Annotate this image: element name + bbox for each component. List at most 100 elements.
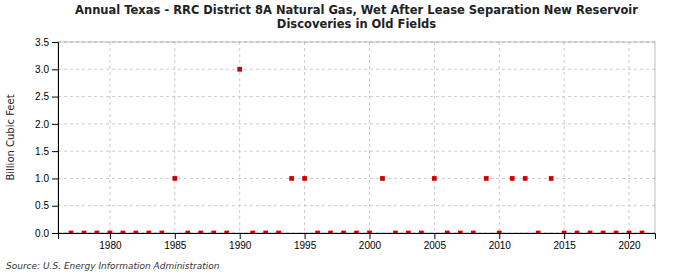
- x-axis: 198019851990199520002005201020152020: [59, 233, 656, 251]
- x-tick-mark: [240, 233, 241, 239]
- x-tick-mark: [175, 233, 176, 239]
- y-tick-mark: [52, 151, 58, 152]
- point: [445, 231, 450, 233]
- x-tick-label: 2000: [359, 240, 382, 251]
- x-tick-label: 2005: [424, 240, 447, 251]
- grid-line-x: [434, 42, 435, 233]
- y-tick-label: 3.0: [35, 64, 49, 75]
- x-tick-label: 2015: [554, 240, 577, 251]
- point: [276, 231, 281, 233]
- point: [575, 231, 580, 233]
- y-tick: 0.5: [35, 200, 58, 211]
- point: [393, 231, 398, 233]
- point: [198, 231, 203, 233]
- x-tick-label: 1995: [294, 240, 317, 251]
- point: [510, 176, 515, 181]
- point: [588, 231, 593, 233]
- x-tick-mark: [305, 233, 306, 239]
- y-tick-mark: [52, 124, 58, 125]
- points: [69, 67, 645, 233]
- point: [108, 231, 113, 233]
- y-tick: 3.0: [35, 64, 58, 75]
- point: [380, 176, 385, 181]
- y-tick-label: 2.5: [35, 91, 49, 102]
- x-tick-label: 2010: [489, 240, 512, 251]
- grid-line-x: [369, 42, 370, 233]
- point: [237, 67, 242, 72]
- grid-line-x: [499, 42, 500, 233]
- grid-line-x: [109, 42, 110, 233]
- grid-line-x: [564, 42, 565, 233]
- grid-line-y: [58, 123, 655, 124]
- x-tick-label: 1990: [229, 240, 252, 251]
- x-tick: 2000: [359, 233, 382, 251]
- x-tick-mark: [110, 233, 111, 239]
- x-tick-mark: [369, 233, 370, 239]
- point: [134, 231, 139, 233]
- x-tick-label: 1985: [164, 240, 187, 251]
- point: [82, 231, 87, 233]
- y-tick-mark: [52, 233, 58, 234]
- y-tick: 1.0: [35, 173, 58, 184]
- y-tick: 2.0: [35, 119, 58, 130]
- grid-line-y: [58, 178, 655, 179]
- point: [341, 231, 346, 233]
- point: [367, 231, 372, 233]
- point: [263, 231, 268, 233]
- x-tick: 1985: [164, 233, 187, 251]
- x-tick: 2010: [489, 233, 512, 251]
- point: [536, 231, 541, 233]
- point: [614, 231, 619, 233]
- title-line: Discoveries in Old Fields: [277, 17, 436, 31]
- point: [601, 231, 606, 233]
- y-tick: 0.0: [35, 228, 58, 239]
- point: [432, 176, 437, 181]
- y-tick-mark: [52, 69, 58, 70]
- x-tick-mark: [434, 233, 435, 239]
- point: [172, 176, 177, 181]
- point: [315, 231, 320, 233]
- x-tick: 2020: [618, 233, 641, 251]
- grid-line-y: [58, 69, 655, 70]
- x-tick: 1995: [294, 233, 317, 251]
- point: [69, 231, 74, 233]
- x-axis-line: [59, 234, 656, 240]
- point: [250, 231, 255, 233]
- point: [159, 231, 164, 233]
- chart: 1980198519901995200020052010201520200.00…: [0, 0, 675, 275]
- x-tick: 1990: [229, 233, 252, 251]
- grid: [58, 42, 655, 233]
- point: [185, 231, 190, 233]
- point: [562, 231, 567, 233]
- x-tick-mark: [564, 233, 565, 239]
- title: Annual Texas - RRC District 8A Natural G…: [75, 3, 638, 31]
- y-tick-label: 1.0: [35, 173, 49, 184]
- point: [627, 231, 632, 233]
- point: [458, 231, 463, 233]
- y-axis: 0.0 0.5 1.0 1.5 2.0 2.5 3.0 3.5: [35, 37, 58, 239]
- y-tick-label: 1.5: [35, 146, 49, 157]
- x-tick-mark: [629, 233, 630, 239]
- title-line: Annual Texas - RRC District 8A Natural G…: [75, 3, 638, 17]
- y-tick: 2.5: [35, 91, 58, 102]
- point: [289, 176, 294, 181]
- plot-frame: [58, 42, 655, 233]
- x-tick-label: 2020: [618, 240, 641, 251]
- y-tick-mark: [52, 178, 58, 179]
- plot: 1980198519901995200020052010201520200.00…: [35, 37, 655, 251]
- y-tick: 3.5: [35, 37, 58, 48]
- point: [211, 231, 216, 233]
- annotation: Source: U.S. Energy Information Administ…: [6, 261, 220, 271]
- point: [640, 231, 645, 233]
- grid-line-x: [304, 42, 305, 233]
- grid-line-x: [629, 42, 630, 233]
- point: [224, 231, 229, 233]
- grid-line-y: [58, 151, 655, 152]
- grid-line-y: [58, 96, 655, 97]
- y-tick-label: 0.5: [35, 200, 49, 211]
- grid-line-x: [174, 42, 175, 233]
- point: [419, 231, 424, 233]
- point: [302, 176, 307, 181]
- grid-line-y: [58, 205, 655, 206]
- y-tick-mark: [52, 42, 58, 43]
